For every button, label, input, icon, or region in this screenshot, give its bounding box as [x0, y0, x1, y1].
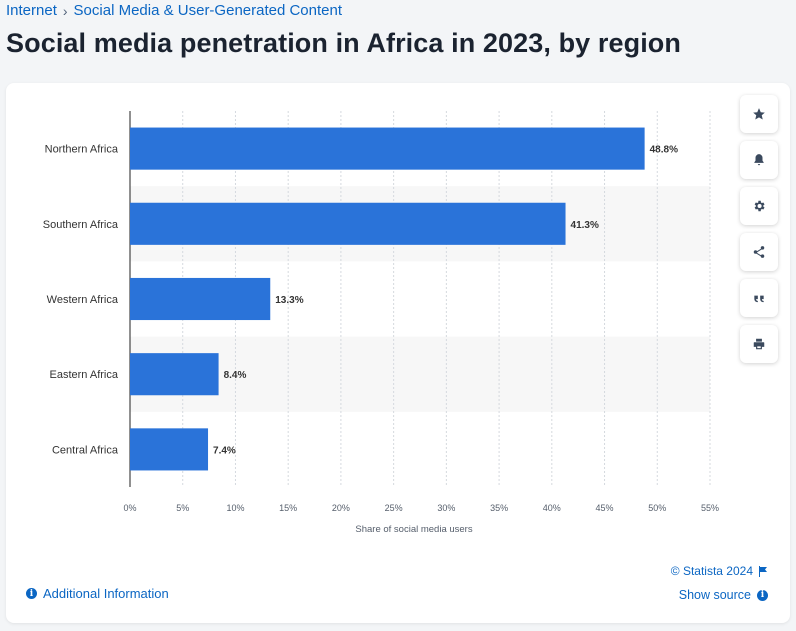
- bar: [130, 428, 209, 471]
- bar: [130, 277, 271, 321]
- additional-information-label: Additional Information: [43, 586, 169, 601]
- bar: [130, 127, 645, 170]
- copyright-link[interactable]: © Statista 2024: [671, 564, 768, 578]
- settings-button[interactable]: [740, 187, 778, 225]
- x-tick-label: 0%: [123, 503, 136, 513]
- bar-chart: 0% 5% 10% 15% 20% 25% 30% 35% 40% 45% 50% 55% Northe…: [43, 111, 719, 535]
- category-label: Eastern Africa: [50, 369, 119, 381]
- data-label: 7.4%: [213, 445, 236, 456]
- x-tick-label: 10%: [226, 503, 244, 513]
- x-tick-label: 35%: [490, 503, 508, 513]
- share-icon: [753, 246, 765, 258]
- bar: [130, 202, 566, 245]
- data-label: 48.8%: [650, 145, 678, 156]
- info-icon: i: [757, 589, 768, 601]
- data-label: 8.4%: [224, 370, 247, 381]
- data-label: 41.3%: [571, 220, 599, 231]
- copyright-text: © Statista 2024: [670, 564, 753, 578]
- category-label: Southern Africa: [43, 219, 119, 231]
- bell-icon: [754, 154, 764, 166]
- x-tick-label: 55%: [701, 503, 719, 513]
- chart-toolbar: [740, 95, 780, 363]
- share-button[interactable]: [740, 233, 778, 271]
- x-tick-label: 25%: [385, 503, 403, 513]
- category-label: Central Africa: [52, 444, 119, 456]
- x-tick-label: 30%: [437, 503, 455, 513]
- info-icon: i: [26, 588, 37, 599]
- gear-icon: [754, 200, 765, 212]
- x-tick-label: 40%: [543, 503, 561, 513]
- x-tick-label: 50%: [648, 503, 666, 513]
- breadcrumb-separator: ›: [62, 2, 68, 19]
- x-axis-title: Share of social media users: [355, 524, 472, 535]
- star-icon: [753, 108, 765, 120]
- quote-icon: [754, 295, 764, 303]
- favorite-button[interactable]: [740, 95, 778, 133]
- show-source-link[interactable]: Show source i: [679, 588, 768, 602]
- x-tick-label: 5%: [176, 503, 189, 513]
- x-tick-label: 20%: [332, 503, 350, 513]
- row-band: [130, 336, 710, 412]
- breadcrumb-link-internet[interactable]: Internet: [6, 2, 57, 19]
- category-label: Western Africa: [47, 294, 119, 306]
- flag-icon: [758, 565, 768, 577]
- print-button[interactable]: [740, 325, 778, 363]
- notification-button[interactable]: [740, 141, 778, 179]
- breadcrumb-link-social-media[interactable]: Social Media & User-Generated Content: [73, 2, 343, 19]
- cite-button[interactable]: [740, 279, 778, 317]
- chart-card: 0% 5% 10% 15% 20% 25% 30% 35% 40% 45% 50% 55% Northe…: [6, 83, 790, 623]
- data-label: 13.3%: [275, 295, 303, 306]
- print-icon: [753, 338, 765, 350]
- x-tick-label: 15%: [279, 503, 297, 513]
- x-tick-label: 45%: [596, 503, 614, 513]
- show-source-label: Show source: [678, 588, 751, 602]
- page-title: Social media penetration in Africa in 20…: [6, 28, 681, 58]
- breadcrumb: Internet › Social Media & User-Generated…: [6, 2, 342, 19]
- additional-information-link[interactable]: i Additional Information: [26, 586, 169, 601]
- category-label: Northern Africa: [45, 144, 119, 156]
- bar: [130, 353, 219, 396]
